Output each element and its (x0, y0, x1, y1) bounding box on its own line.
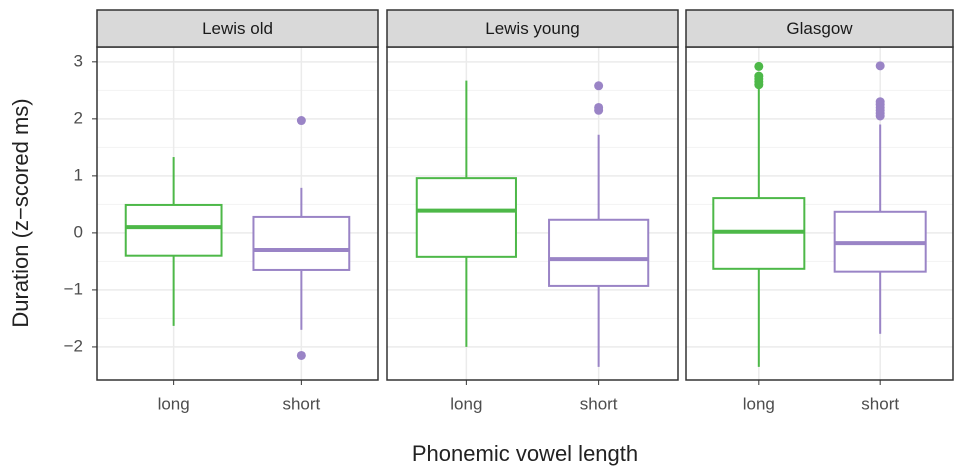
strip-label: Glasgow (786, 19, 853, 38)
box (415, 177, 517, 258)
box (252, 215, 351, 271)
outlier (875, 61, 885, 71)
y-tick-label: −2 (64, 336, 83, 355)
y-tick-label: 1 (74, 165, 83, 184)
outlier (594, 81, 604, 91)
y-axis-title: Duration (z−scored ms) (8, 98, 33, 327)
x-tick-label: long (743, 394, 775, 413)
strip (685, 9, 954, 48)
strip (96, 9, 379, 48)
x-tick-label: short (580, 394, 618, 413)
box (124, 203, 223, 257)
box (548, 218, 650, 287)
outlier (296, 116, 306, 126)
outlier (296, 350, 306, 360)
x-axis-title: Phonemic vowel length (412, 441, 638, 466)
outlier (875, 111, 885, 121)
y-tick-label: 0 (74, 222, 83, 241)
strip-label: Lewis old (202, 19, 273, 38)
y-tick-label: 3 (74, 51, 83, 70)
outlier (754, 80, 764, 90)
strip-label: Lewis young (485, 19, 580, 38)
x-tick-label: long (158, 394, 190, 413)
x-tick-label: short (282, 394, 320, 413)
y-tick-label: 2 (74, 108, 83, 127)
outlier (594, 105, 604, 115)
strip (386, 9, 679, 48)
y-tick-label: −1 (64, 279, 83, 298)
x-tick-label: long (450, 394, 482, 413)
outlier (754, 61, 764, 71)
x-tick-label: short (861, 394, 899, 413)
